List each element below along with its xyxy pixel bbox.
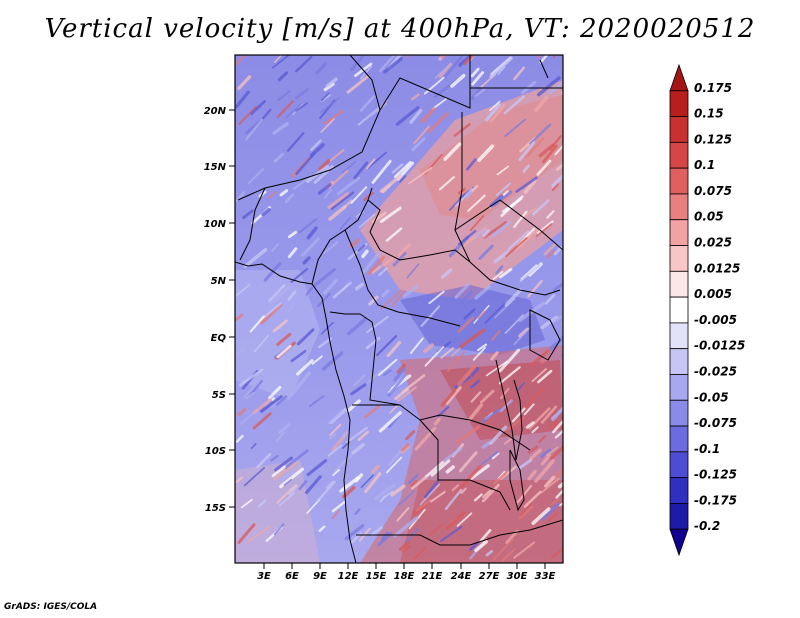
colorbar-label: -0.05 bbox=[694, 390, 729, 404]
colorbar-label: 0.15 bbox=[694, 107, 724, 121]
colorbar-label: -0.0125 bbox=[694, 339, 745, 353]
colorbar-label: 0.1 bbox=[694, 158, 715, 172]
lat-label: 15N bbox=[204, 162, 227, 173]
colorbar-segment bbox=[669, 503, 689, 530]
colorbar-label: 0.005 bbox=[694, 287, 732, 301]
lat-label: 5S bbox=[212, 390, 226, 401]
colorbar-segment bbox=[669, 167, 689, 195]
colorbar-segment bbox=[669, 425, 689, 453]
colorbar-label: -0.005 bbox=[694, 313, 737, 327]
velocity-field-plot bbox=[234, 54, 564, 564]
lon-label: 15E bbox=[366, 571, 387, 582]
lon-label: 21E bbox=[422, 571, 443, 582]
colorbar-segment bbox=[669, 141, 689, 169]
lat-label: 10S bbox=[205, 446, 226, 457]
colorbar-label: 0.05 bbox=[694, 210, 724, 224]
lon-label: 33E bbox=[535, 571, 556, 582]
colorbar-label: 0.075 bbox=[694, 184, 732, 198]
colorbar-label: 0.125 bbox=[694, 132, 732, 146]
lon-label: 3E bbox=[257, 571, 271, 582]
lat-label: 10N bbox=[204, 219, 227, 230]
colorbar-label: -0.1 bbox=[694, 442, 720, 456]
colorbar-label: -0.125 bbox=[694, 468, 737, 482]
lon-label: 30E bbox=[507, 571, 528, 582]
colorbar-segment bbox=[669, 245, 689, 272]
colorbar: 0.175 0.15 0.125 0.1 0.075 0.05 0.025 0.0125 0.0… bbox=[669, 63, 745, 557]
lat-label: EQ bbox=[211, 333, 227, 344]
colorbar-label: -0.025 bbox=[694, 364, 737, 378]
lon-label: 18E bbox=[394, 571, 415, 582]
lat-label: 15S bbox=[205, 503, 226, 514]
colorbar-segment bbox=[669, 116, 689, 143]
colorbar-segment bbox=[669, 451, 689, 479]
lon-label: 6E bbox=[285, 571, 299, 582]
colorbar-segment bbox=[669, 477, 689, 504]
colorbar-segment bbox=[669, 399, 689, 427]
colorbar-label: -0.2 bbox=[694, 519, 720, 533]
colorbar-label: 0.025 bbox=[694, 236, 732, 250]
grads-credit: GrADS: IGES/COLA bbox=[4, 602, 98, 612]
colorbar-segment bbox=[669, 219, 689, 246]
colorbar-segment bbox=[669, 296, 689, 324]
colorbar-label: 0.175 bbox=[694, 81, 732, 95]
colorbar-segment bbox=[669, 270, 689, 298]
colorbar-segment bbox=[669, 90, 689, 117]
lat-label: 20N bbox=[204, 106, 227, 117]
lon-label: 9E bbox=[313, 571, 327, 582]
lon-label: 24E bbox=[451, 571, 472, 582]
colorbar-segment bbox=[669, 193, 689, 221]
lat-label: 5N bbox=[211, 276, 227, 287]
colorbar-label: 0.0125 bbox=[694, 261, 740, 275]
latitude-axis: 20N 15N 10N 5N EQ 5S 10S 15S bbox=[204, 106, 235, 514]
colorbar-segment bbox=[669, 374, 689, 401]
lon-label: 27E bbox=[479, 571, 500, 582]
colorbar-label: -0.075 bbox=[694, 416, 737, 430]
colorbar-segment bbox=[669, 322, 689, 350]
longitude-axis: 3E 6E 9E 12E 15E 18E 21E 24E 27E 30E 33E bbox=[257, 563, 556, 582]
colorbar-label: -0.175 bbox=[694, 493, 737, 507]
lon-label: 12E bbox=[338, 571, 359, 582]
colorbar-segment bbox=[669, 528, 689, 557]
colorbar-segment bbox=[669, 63, 689, 92]
map-title: Vertical velocity [m/s] at 400hPa, VT: 2… bbox=[44, 14, 756, 44]
colorbar-segment bbox=[669, 348, 689, 375]
